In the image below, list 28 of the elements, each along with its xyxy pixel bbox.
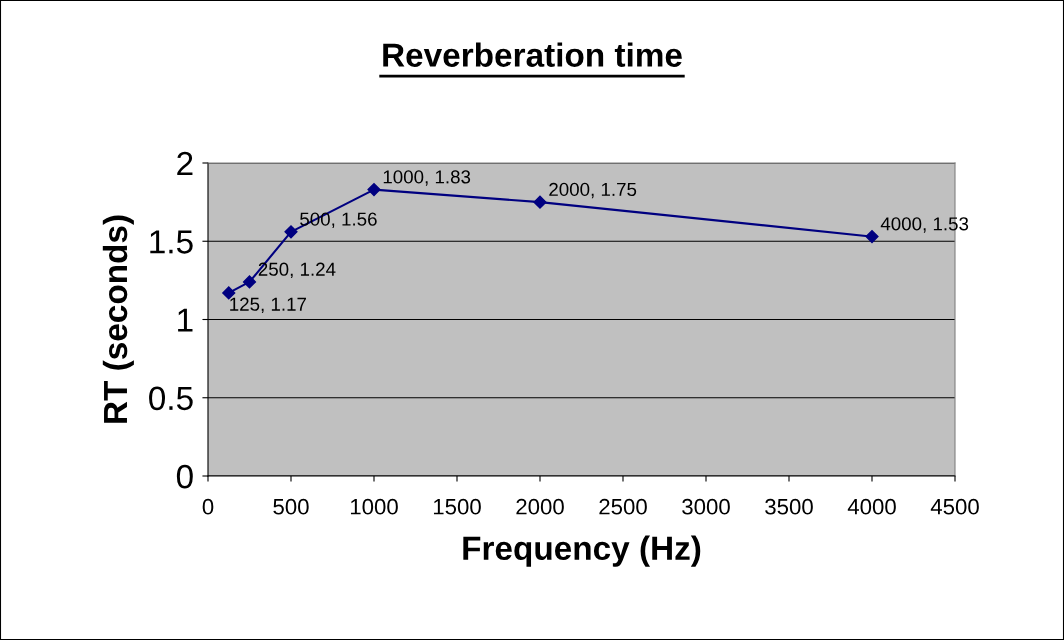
point: [533, 195, 547, 209]
y-axis-title: RT (seconds): [102, 215, 134, 423]
y-tick-label: 1.5: [150, 230, 193, 254]
y-tick-label: 1: [178, 308, 193, 332]
x-tick-label: 3500: [765, 498, 813, 515]
point: [242, 275, 257, 289]
chart-title: Reverberation time: [383, 42, 682, 67]
x-tick-label: 4000: [847, 498, 896, 515]
x-tick-label: 1000: [350, 498, 398, 515]
y-tick-label: 2: [177, 151, 193, 176]
y-tick-label: 0: [176, 464, 193, 489]
y-tick-label: 0.5: [149, 386, 193, 411]
point: [284, 225, 298, 239]
data-label: 250, 1.24: [258, 262, 336, 279]
x-tick-label: 4500: [930, 498, 979, 515]
point: [367, 183, 381, 197]
x-tick-label: 0: [202, 498, 214, 515]
x-tick-label: 500: [273, 498, 309, 515]
data-label: 125, 1.17: [230, 297, 306, 314]
x-axis-title: Frequency (Hz): [463, 535, 701, 567]
data-label: 4000, 1.53: [880, 217, 969, 233]
x-tick-label: 2500: [599, 498, 647, 515]
point: [865, 229, 879, 244]
x-tick-label: 3000: [682, 498, 730, 515]
x-tick-label: 2000: [516, 498, 564, 515]
data-label: 2000, 1.75: [549, 182, 637, 199]
data-label: 1000, 1.83: [383, 170, 471, 186]
x-tick-label: 1500: [433, 498, 481, 515]
